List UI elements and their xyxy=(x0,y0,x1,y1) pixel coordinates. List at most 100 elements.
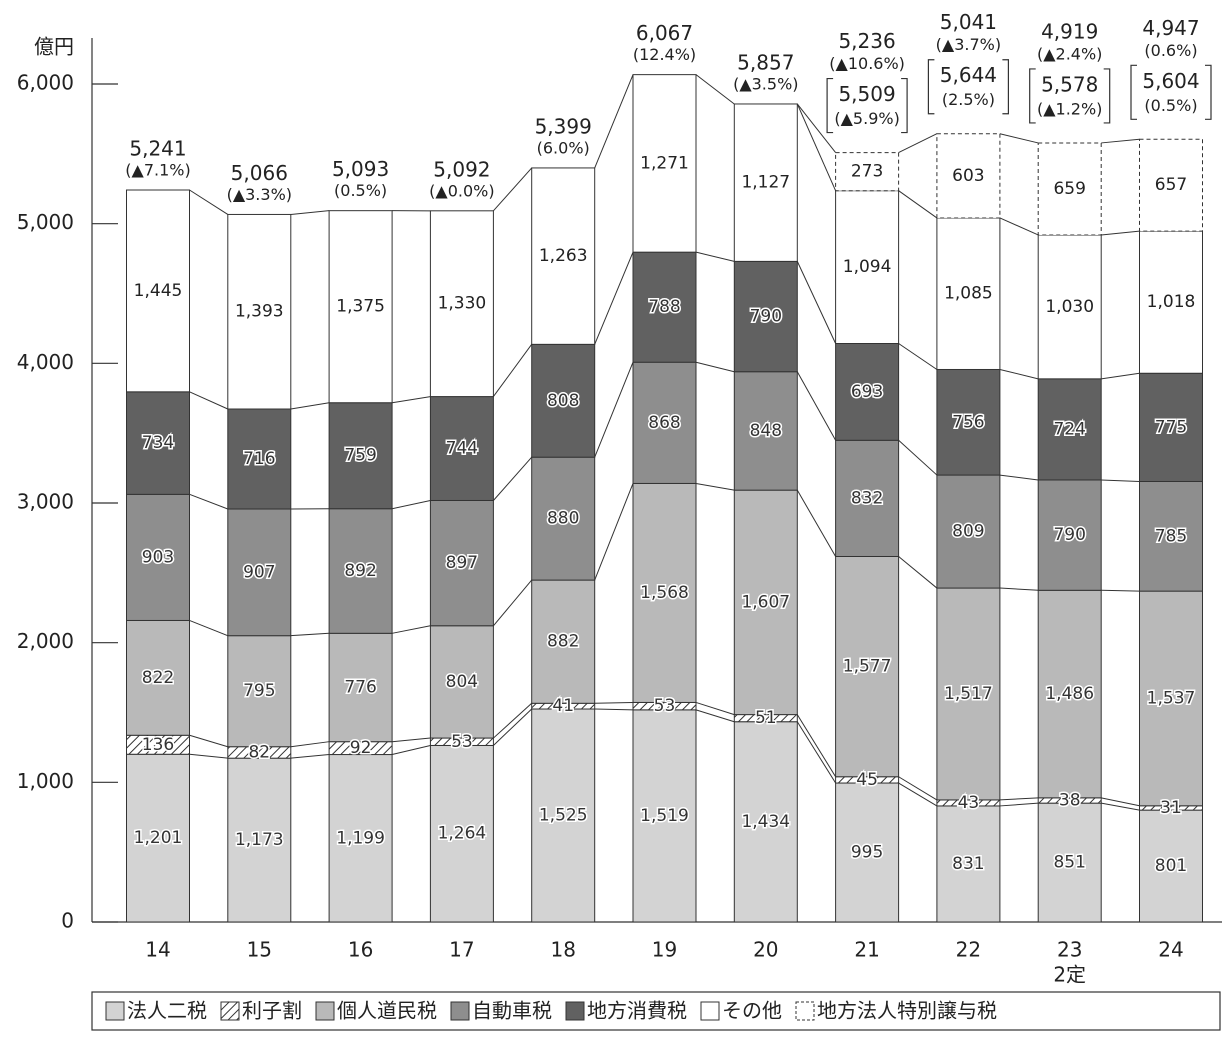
connector xyxy=(796,103,837,191)
y-tick-label: 2,000 xyxy=(17,629,74,653)
bar-segment xyxy=(126,189,190,393)
connector xyxy=(999,802,1039,807)
connector xyxy=(796,103,836,153)
bar-segment xyxy=(936,474,1001,589)
total-label: 5,092 xyxy=(433,157,490,181)
data-label: 809 xyxy=(952,522,984,542)
connector xyxy=(999,474,1039,481)
connector xyxy=(999,217,1039,236)
data-label: 1,330 xyxy=(438,294,487,314)
transfer-change-label: (▲1.2%) xyxy=(1037,99,1102,118)
bracket xyxy=(1103,68,1111,124)
change-label: (▲2.4%) xyxy=(1037,44,1102,63)
bar-segment xyxy=(936,133,1001,219)
total-label: 4,919 xyxy=(1041,19,1098,43)
legend-swatch xyxy=(315,1001,335,1021)
data-label: 273 xyxy=(851,162,883,182)
bar-segment xyxy=(1037,479,1102,591)
data-label: 1,201 xyxy=(134,828,183,848)
x-tick-sublabel: 2定 xyxy=(1053,963,1086,987)
change-label: (6.0%) xyxy=(537,138,590,157)
connector xyxy=(796,721,837,784)
data-label: 790 xyxy=(1053,525,1085,545)
data-label: 822 xyxy=(142,668,174,688)
connector xyxy=(898,133,938,154)
bar-segment xyxy=(429,210,494,398)
bar-segment xyxy=(227,408,292,510)
data-label: 808 xyxy=(547,391,579,411)
transfer-change-label: (▲5.9%) xyxy=(834,109,899,128)
connector xyxy=(392,625,431,634)
data-label: 38 xyxy=(1059,790,1081,810)
total-label: 5,041 xyxy=(940,10,997,34)
change-label: (▲0.0%) xyxy=(429,181,494,200)
legend-label: 法人二税 xyxy=(127,999,207,1023)
data-label: 51 xyxy=(755,708,777,728)
connector xyxy=(594,708,634,711)
total-label: 5,066 xyxy=(231,161,288,185)
connector xyxy=(999,133,1039,144)
connector xyxy=(290,741,330,748)
data-label: 1,127 xyxy=(741,173,790,193)
bar-segment xyxy=(632,74,697,253)
change-label: (▲7.1%) xyxy=(125,161,190,180)
connector xyxy=(1101,797,1140,807)
data-label: 659 xyxy=(1053,179,1085,199)
x-tick-label: 20 xyxy=(753,938,778,962)
bar-segment xyxy=(632,251,697,363)
bar-segment xyxy=(328,632,393,743)
y-tick-label: 4,000 xyxy=(17,350,74,374)
bar-segment xyxy=(632,361,697,484)
connector xyxy=(290,632,330,637)
data-label: 724 xyxy=(1053,419,1085,439)
transfer-change-label: (2.5%) xyxy=(942,90,995,109)
data-label: 995 xyxy=(851,843,883,863)
bar-segment xyxy=(227,213,292,410)
data-label: 1,018 xyxy=(1147,292,1196,312)
connector xyxy=(493,456,533,501)
legend-swatch xyxy=(795,1001,815,1021)
total-label: 4,947 xyxy=(1142,16,1199,40)
data-label: 790 xyxy=(750,307,782,327)
bar-segment xyxy=(328,210,393,404)
data-label: 848 xyxy=(750,421,782,441)
connector xyxy=(493,702,533,739)
change-label: (▲3.3%) xyxy=(227,185,292,204)
x-tick-label: 21 xyxy=(854,938,879,962)
data-label: 1,085 xyxy=(944,284,993,304)
total-label: 5,857 xyxy=(737,50,794,74)
x-tick-label: 17 xyxy=(449,938,474,962)
connector xyxy=(695,709,735,723)
bar-segment xyxy=(328,402,393,510)
data-label: 776 xyxy=(344,677,376,697)
bar-segment xyxy=(632,709,697,923)
change-label: (0.6%) xyxy=(1144,41,1197,60)
data-label: 1,568 xyxy=(640,583,689,603)
change-label: (▲10.6%) xyxy=(829,54,905,73)
legend-label: 自動車税 xyxy=(472,999,552,1023)
bar-segment xyxy=(126,619,190,736)
data-label: 693 xyxy=(851,382,883,402)
data-label: 53 xyxy=(654,696,676,716)
transfer-change-label: (0.5%) xyxy=(1144,96,1197,115)
data-label: 801 xyxy=(1155,856,1187,876)
connector xyxy=(189,391,229,410)
bar-segment xyxy=(429,499,494,627)
data-label: 1,393 xyxy=(235,302,284,322)
data-label: 1,434 xyxy=(741,812,790,832)
transfer-total-label: 5,509 xyxy=(838,82,895,106)
bar-segment xyxy=(1139,809,1203,923)
connector xyxy=(898,782,938,807)
connector xyxy=(1101,230,1140,236)
data-label: 1,607 xyxy=(741,592,790,612)
connector xyxy=(594,362,634,458)
data-label: 744 xyxy=(446,439,478,459)
y-unit-label: 億円 xyxy=(34,35,74,59)
connector xyxy=(898,439,938,476)
bar-segment xyxy=(733,260,798,373)
legend-label: その他 xyxy=(722,999,782,1023)
bar-segment xyxy=(429,744,494,923)
connector xyxy=(1101,802,1140,811)
data-label: 804 xyxy=(446,672,478,692)
